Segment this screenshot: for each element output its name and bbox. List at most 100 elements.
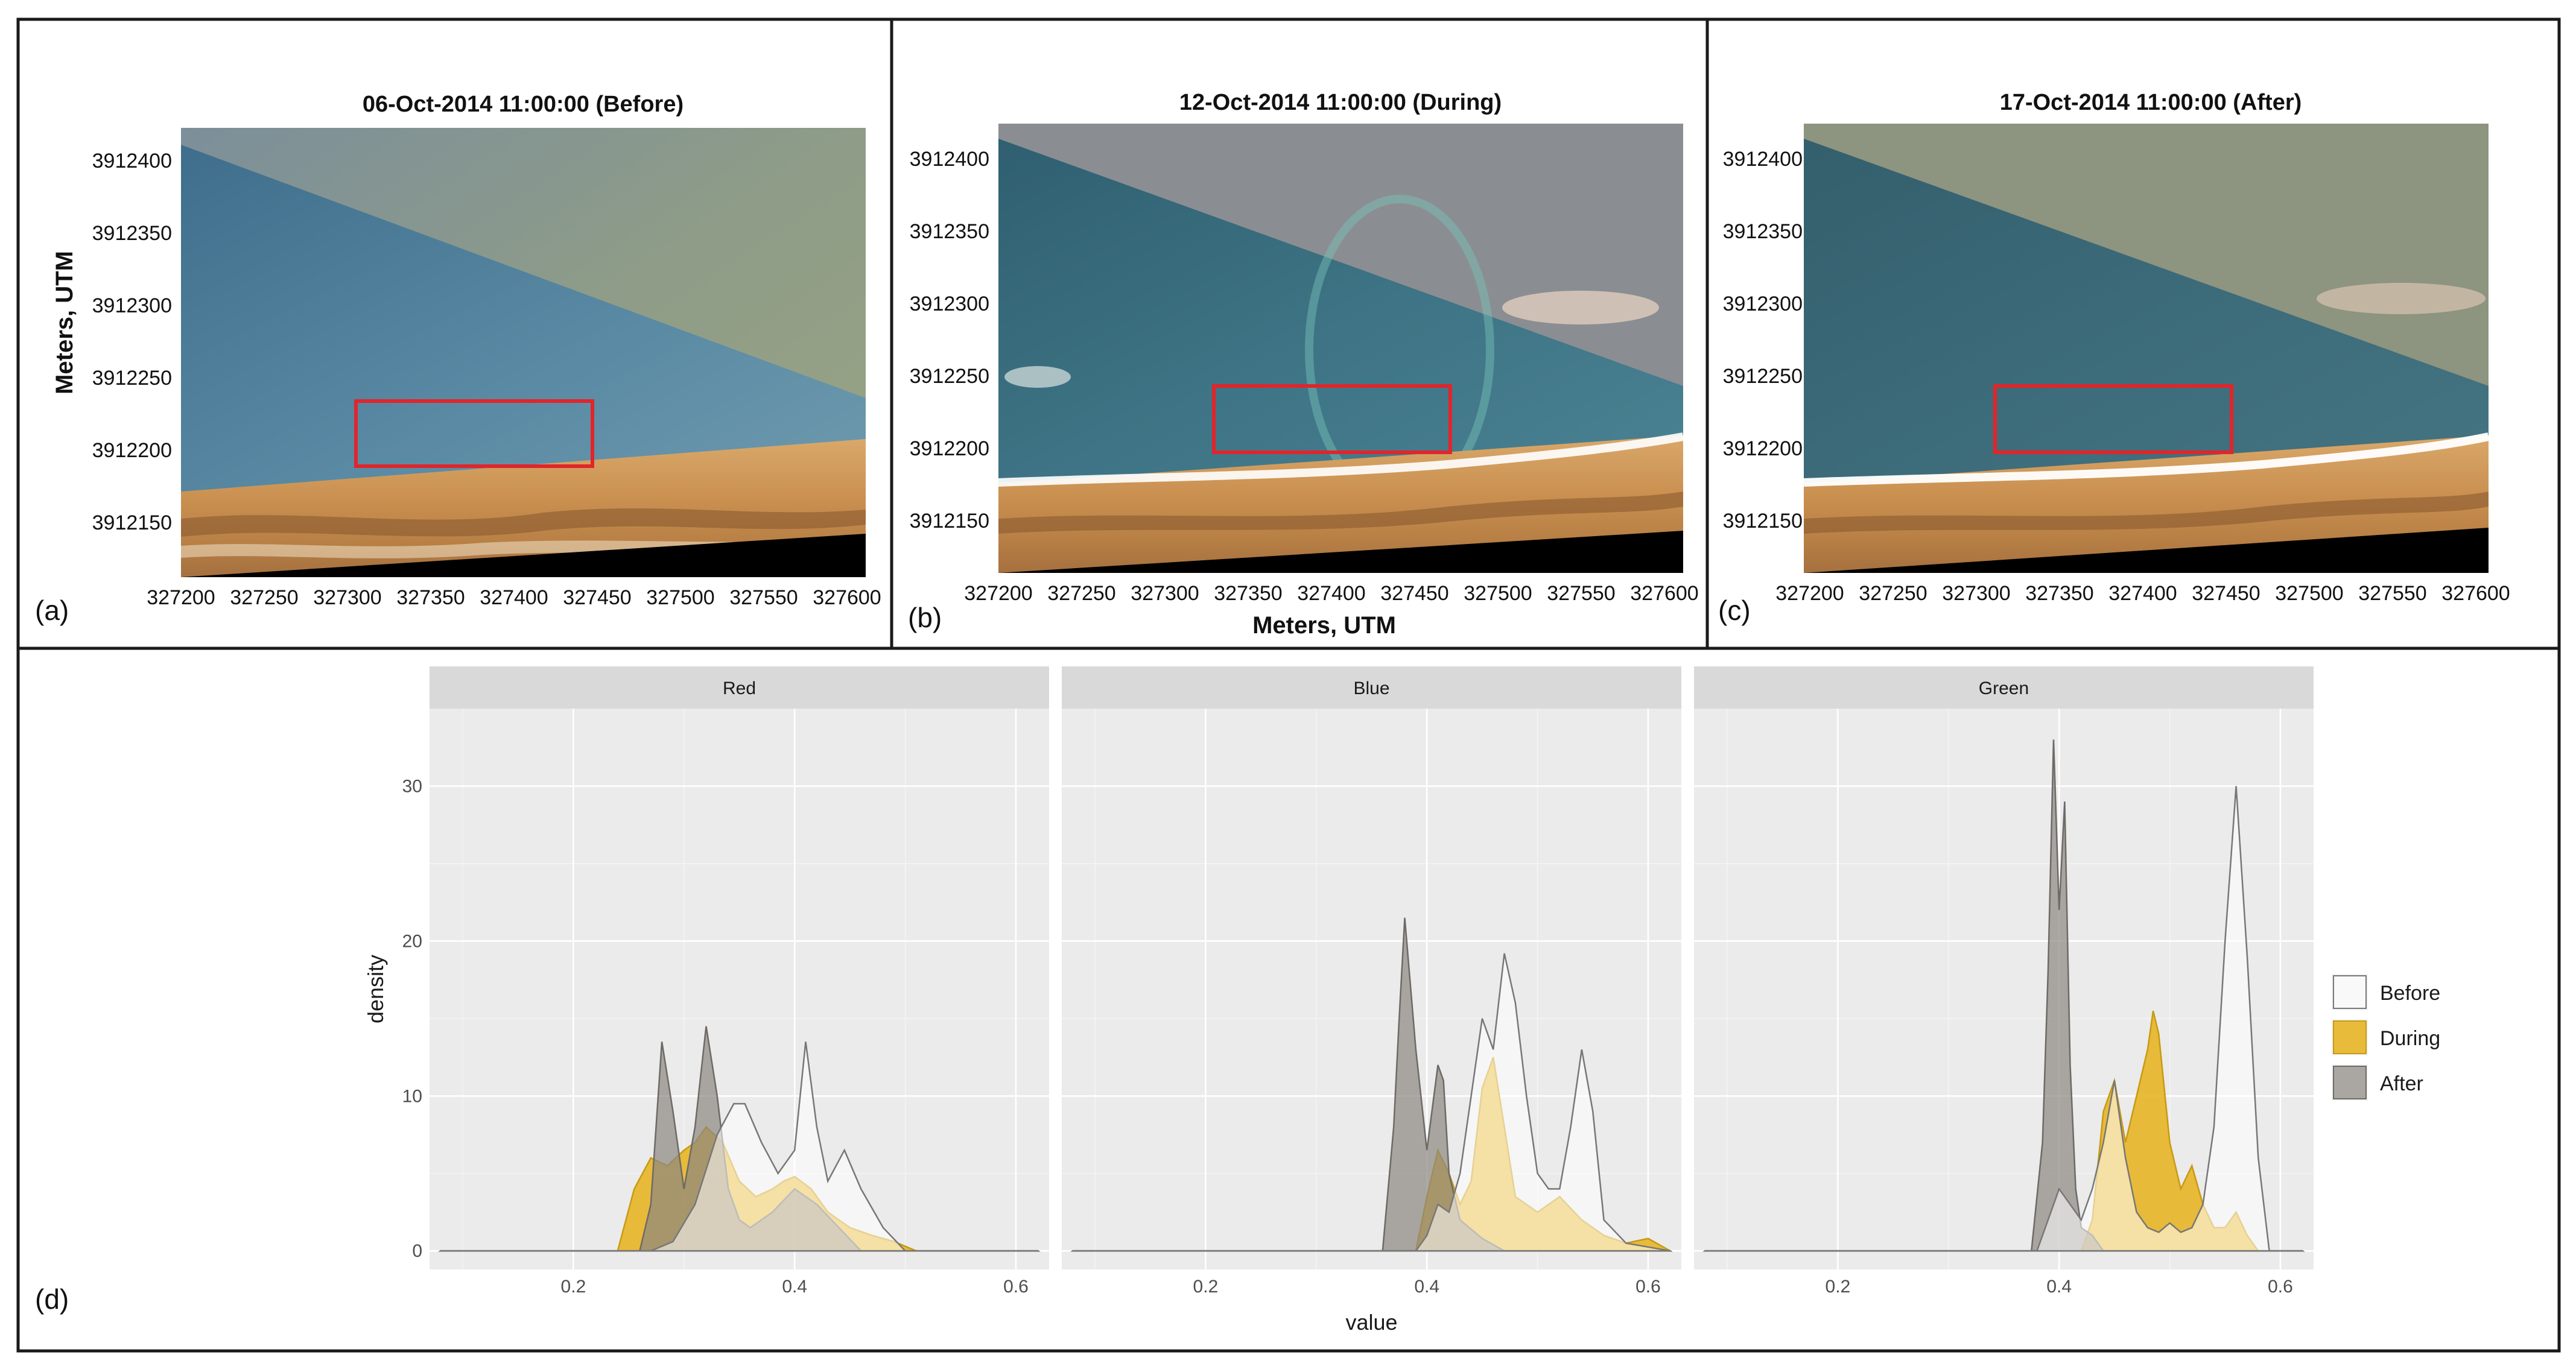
x-tick-label: 0.6 (1003, 1277, 1029, 1297)
svg-text:3912250: 3912250 (1723, 365, 1803, 388)
svg-text:327600: 327600 (2441, 582, 2510, 605)
facet-panel-blue: Blue 0.2 0.4 0.6 (1062, 666, 1681, 1297)
y-tick-labels: 3912400 3912350 3912300 3912250 3912200 … (1723, 148, 1803, 533)
x-tick-labels: 327200 327250 327300 327350 327400 32745… (964, 582, 1698, 605)
svg-text:327500: 327500 (2275, 582, 2343, 605)
y-tick-label: 30 (402, 776, 422, 796)
legend-label-after: After (2380, 1072, 2423, 1095)
legend-label-before: Before (2380, 982, 2440, 1005)
svg-text:3912400: 3912400 (910, 148, 989, 171)
svg-text:327400: 327400 (1297, 582, 1365, 605)
svg-text:3912300: 3912300 (92, 294, 172, 317)
x-tick-label: 0.2 (1193, 1277, 1219, 1297)
x-axis-title: value (1345, 1310, 1397, 1335)
facet-strip-label: Blue (1353, 678, 1389, 698)
panel-letter: (c) (1718, 595, 1751, 626)
svg-text:327250: 327250 (230, 586, 298, 609)
legend-swatch-during (2333, 1020, 2367, 1054)
x-axis-label: Meters, UTM (1252, 612, 1396, 639)
svg-text:327200: 327200 (1775, 582, 1844, 605)
satellite-image (998, 124, 1683, 573)
y-tick-label: 20 (402, 931, 422, 951)
svg-text:327450: 327450 (1380, 582, 1448, 605)
svg-text:327400: 327400 (480, 586, 548, 609)
svg-text:327250: 327250 (1047, 582, 1115, 605)
svg-text:327200: 327200 (147, 586, 215, 609)
svg-text:327600: 327600 (1630, 582, 1698, 605)
svg-text:3912350: 3912350 (1723, 220, 1803, 243)
x-tick-label: 0.4 (782, 1277, 807, 1297)
x-tick-labels: 327200 327250 327300 327350 327400 32745… (1775, 582, 2510, 605)
svg-text:3912300: 3912300 (1723, 292, 1803, 315)
facet-strip (1062, 666, 1681, 709)
legend-label-during: During (2380, 1027, 2440, 1050)
svg-text:327350: 327350 (396, 586, 465, 609)
facet-strip-label: Green (1979, 678, 2029, 698)
svg-text:327550: 327550 (729, 586, 798, 609)
svg-text:3912300: 3912300 (910, 292, 989, 315)
svg-text:327350: 327350 (2025, 582, 2093, 605)
x-tick-labels: 327200 327250 327300 327350 327400 32745… (147, 586, 881, 609)
svg-text:327550: 327550 (1547, 582, 1615, 605)
satellite-panel-before: 06-Oct-2014 11:00:00 (Before) 3912400 39… (35, 92, 881, 626)
legend-swatch-before (2333, 975, 2367, 1009)
svg-text:3912200: 3912200 (92, 439, 172, 462)
panel-letter: (d) (35, 1283, 69, 1315)
facet-panel-red: Red 0.2 0.4 0.6 0 10 20 30 (402, 666, 1049, 1297)
panel-letter: (a) (35, 595, 69, 626)
x-tick-label: 0.4 (2046, 1277, 2072, 1297)
facet-strip (430, 666, 1049, 709)
facet-strip (1694, 666, 2314, 709)
x-tick-label: 0.2 (561, 1277, 586, 1297)
svg-text:3912200: 3912200 (910, 437, 989, 460)
figure-outer-border (16, 17, 2561, 1353)
density-area-before-blue (1070, 953, 1671, 1252)
legend: Before During After (2323, 965, 2504, 1119)
y-axis-label: Meters, UTM (51, 251, 78, 394)
panel-title: 12-Oct-2014 11:00:00 (During) (1179, 90, 1502, 115)
satellite-image (181, 128, 866, 577)
svg-text:327450: 327450 (2192, 582, 2260, 605)
x-tick-label: 0.6 (2268, 1277, 2293, 1297)
x-tick-label: 0.4 (1414, 1277, 1439, 1297)
svg-text:3912150: 3912150 (1723, 510, 1803, 533)
svg-text:327350: 327350 (1214, 582, 1282, 605)
svg-text:3912400: 3912400 (92, 150, 172, 172)
svg-text:3912350: 3912350 (92, 222, 172, 245)
density-area-before-red (438, 1042, 1041, 1252)
svg-text:327300: 327300 (1942, 582, 2010, 605)
y-tick-labels: 3912400 3912350 3912300 3912250 3912200 … (910, 148, 989, 533)
svg-text:327300: 327300 (313, 586, 381, 609)
svg-text:3912250: 3912250 (910, 365, 989, 388)
svg-text:3912150: 3912150 (92, 511, 172, 534)
svg-text:3912200: 3912200 (1723, 437, 1803, 460)
region-of-interest-box (354, 399, 594, 468)
y-tick-labels: 3912400 3912350 3912300 3912250 3912200 … (92, 150, 172, 534)
legend-swatch-after (2333, 1066, 2367, 1099)
satellite-panel-after: 17-Oct-2014 11:00:00 (After) 3912400 391… (1718, 90, 2510, 626)
svg-text:327500: 327500 (1464, 582, 1532, 605)
x-tick-label: 0.2 (1826, 1277, 1851, 1297)
svg-text:327250: 327250 (1859, 582, 1927, 605)
svg-text:327550: 327550 (2358, 582, 2426, 605)
panel-title: 17-Oct-2014 11:00:00 (After) (2000, 90, 2302, 115)
region-of-interest-box (1993, 384, 2233, 454)
svg-text:327200: 327200 (964, 582, 1032, 605)
svg-text:327450: 327450 (563, 586, 631, 609)
svg-text:3912350: 3912350 (910, 220, 989, 243)
facet-panel-green: Green 0.2 0.4 0.6 (1694, 666, 2314, 1297)
svg-text:327300: 327300 (1131, 582, 1199, 605)
y-axis-title: density (363, 955, 388, 1023)
panel-letter: (b) (908, 602, 942, 633)
y-tick-label: 10 (402, 1086, 422, 1106)
region-of-interest-box (1212, 384, 1452, 454)
panel-title: 06-Oct-2014 11:00:00 (Before) (363, 92, 684, 117)
svg-text:3912250: 3912250 (92, 367, 172, 390)
satellite-image (1804, 124, 2489, 573)
svg-text:3912150: 3912150 (910, 510, 989, 533)
y-tick-label: 0 (412, 1241, 422, 1261)
x-tick-label: 0.6 (1635, 1277, 1661, 1297)
svg-text:3912400: 3912400 (1723, 148, 1803, 171)
satellite-panel-during: 12-Oct-2014 11:00:00 (During) 3912400 39… (908, 90, 1699, 639)
